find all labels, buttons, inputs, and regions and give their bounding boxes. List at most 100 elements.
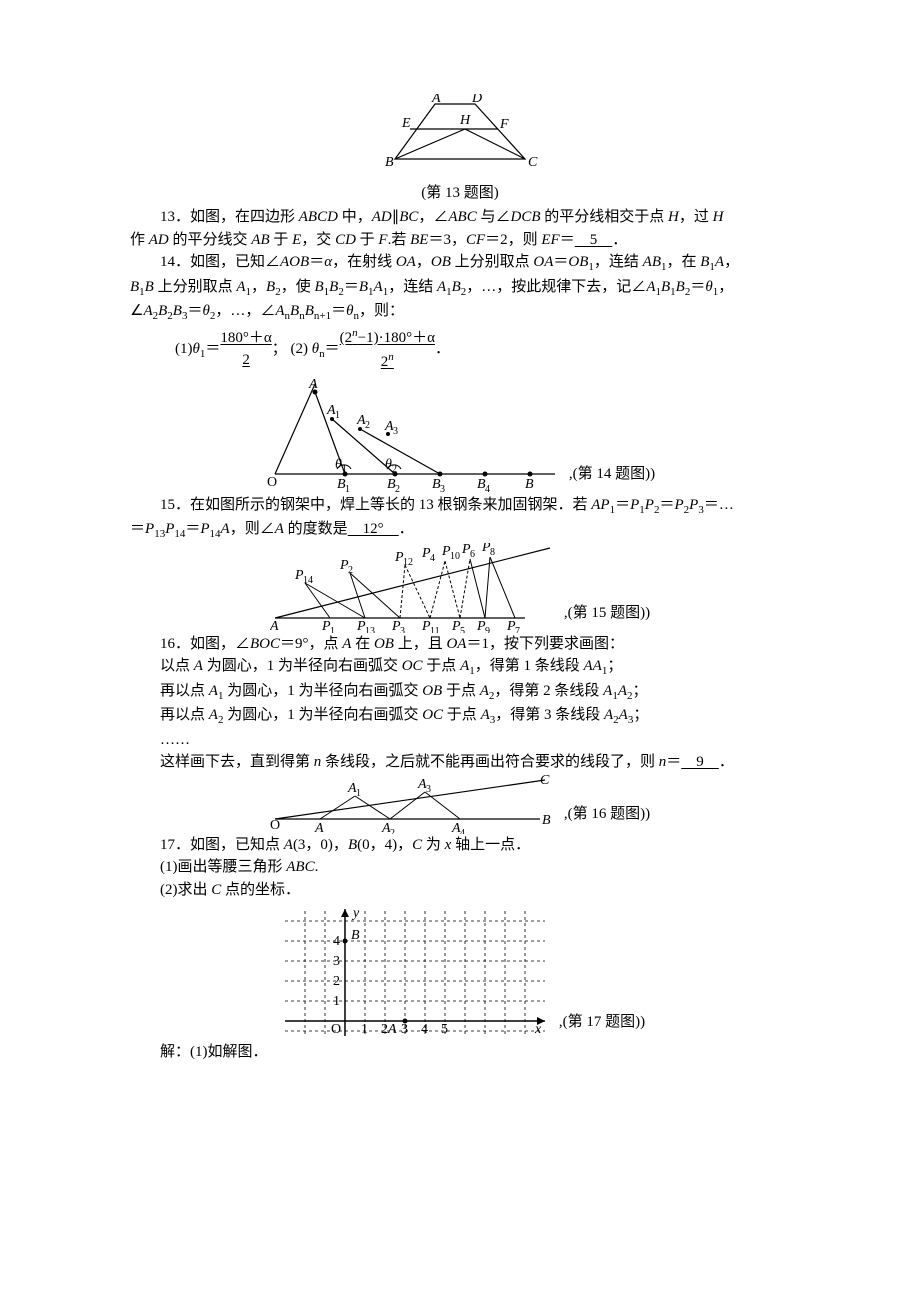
- t: ＝: [553, 254, 568, 270]
- t: B: [266, 279, 275, 295]
- t: ＝2，则: [485, 232, 541, 248]
- t: ＝: [185, 521, 200, 537]
- t: DCB: [511, 209, 541, 225]
- t: B: [290, 303, 299, 319]
- q13-line2: 作 AD 的平分线交 AB 于 E，交 CD 于 F.若 BE＝3，CF＝2，则…: [130, 229, 790, 252]
- t: ＝…: [704, 497, 734, 513]
- q15-line2: ＝P13P14＝P14A，则∠A 的度数是 12° ．: [130, 518, 790, 543]
- t: 上分别取点: [154, 279, 237, 295]
- q13-answer: 5: [575, 232, 613, 248]
- fig13-svg: A D E F H B C: [380, 94, 540, 174]
- t: ，: [718, 279, 733, 295]
- t: ，则：: [359, 303, 404, 319]
- svg-text:2: 2: [390, 828, 395, 834]
- svg-text:1: 1: [333, 994, 340, 1009]
- t: ，: [251, 279, 266, 295]
- t: ，得第 2 条线段: [494, 683, 603, 699]
- t: 于点: [442, 683, 480, 699]
- t: 15．在如图所示的钢架中，焊上等长的 13 根钢条来加固钢架．若: [160, 497, 591, 513]
- t: 轴上一点．: [451, 837, 530, 853]
- svg-text:4: 4: [333, 934, 340, 949]
- t: (0，4)，: [357, 837, 412, 853]
- t: P: [165, 521, 174, 537]
- svg-text:2: 2: [381, 1022, 388, 1037]
- t: 与∠: [477, 209, 511, 225]
- t: B: [314, 279, 323, 295]
- t: BC: [399, 209, 418, 225]
- t: ；: [633, 683, 648, 699]
- q17-l1: 17．如图，已知点 A(3，0)，B(0，4)，C 为 x 轴上一点．: [130, 834, 790, 857]
- svg-text:7: 7: [515, 626, 520, 633]
- t: A: [618, 683, 627, 699]
- svg-text:2: 2: [333, 974, 340, 989]
- t: (3，0)，: [293, 837, 348, 853]
- q14-line2: B1B 上分别取点 A1，B2，使 B1B2＝B1A1，连结 A1B2，…，按此…: [130, 276, 790, 301]
- q16-answer: 9: [681, 754, 719, 770]
- svg-text:B: B: [351, 928, 360, 943]
- svg-text:5: 5: [441, 1022, 448, 1037]
- svg-text:H: H: [459, 113, 471, 128]
- t: ，交: [301, 232, 335, 248]
- t: ．: [435, 340, 450, 356]
- t: ； (2): [272, 340, 312, 356]
- svg-text:2: 2: [365, 420, 370, 431]
- t: A: [209, 707, 218, 723]
- svg-text:A: A: [314, 821, 324, 834]
- t: 180°＋α: [220, 330, 271, 346]
- t: θ: [346, 303, 353, 319]
- t: ．: [612, 232, 627, 248]
- t: A: [275, 303, 284, 319]
- t: P: [630, 497, 639, 513]
- svg-text:2: 2: [392, 464, 397, 475]
- t: OB: [374, 636, 394, 652]
- t: (2)求出: [160, 882, 211, 898]
- t: CD: [335, 232, 356, 248]
- svg-text:4: 4: [485, 484, 490, 494]
- q16-l5: ……: [130, 729, 790, 752]
- svg-text:F: F: [499, 117, 509, 132]
- t: A: [437, 279, 446, 295]
- svg-text:θ: θ: [385, 457, 392, 472]
- t: BOC: [250, 636, 280, 652]
- svg-text:12: 12: [403, 557, 413, 568]
- svg-text:1: 1: [361, 1022, 368, 1037]
- q14-line1: 14．如图，已知∠AOB＝α，在射线 OA，OB 上分别取点 OA＝OB1，连结…: [130, 251, 790, 276]
- fig14-caption: ,(第 14 题图)): [569, 463, 655, 494]
- q17-p1: (1)画出等腰三角形 ABC.: [130, 856, 790, 879]
- t: 2: [242, 352, 250, 368]
- t: 14．如图，已知∠: [160, 254, 280, 270]
- t: BE: [410, 232, 428, 248]
- t: ，过: [679, 209, 713, 225]
- t: 为圆心，1 为半径向右画弧交: [223, 683, 422, 699]
- t: θ: [193, 340, 200, 356]
- t: ＝: [309, 254, 324, 270]
- t: OA: [533, 254, 553, 270]
- t: A: [236, 279, 245, 295]
- t: B: [359, 279, 368, 295]
- t: OB: [431, 254, 451, 270]
- t: ＝: [325, 340, 340, 356]
- t: P: [674, 497, 683, 513]
- fig17-caption: ,(第 17 题图)): [559, 1011, 645, 1042]
- t: (1): [175, 340, 193, 356]
- t: AD: [372, 209, 392, 225]
- t: A: [480, 683, 489, 699]
- fig15-caption: ,(第 15 题图)): [564, 602, 650, 633]
- t: ，∠: [418, 209, 448, 225]
- t: θ: [202, 303, 209, 319]
- t: ＝: [130, 521, 145, 537]
- t: E: [292, 232, 301, 248]
- t: H: [713, 209, 724, 225]
- svg-text:1: 1: [356, 788, 361, 799]
- svg-text:1: 1: [335, 410, 340, 421]
- fig17: O y x B A 4 3 2 1 1 2 3 4 5 ,(第 17 题图)): [130, 901, 790, 1041]
- svg-text:θ: θ: [335, 457, 342, 472]
- t: P: [689, 497, 698, 513]
- t: n+1: [314, 310, 331, 322]
- t: ABCD: [299, 209, 338, 225]
- t: 在: [351, 636, 374, 652]
- t: 为: [422, 837, 445, 853]
- fig15-svg: A P14 P2 P12 P4 P10 P6 P8 P1 P13 P3 P11 …: [270, 543, 560, 633]
- t: A: [374, 279, 383, 295]
- t: ＝: [205, 340, 220, 356]
